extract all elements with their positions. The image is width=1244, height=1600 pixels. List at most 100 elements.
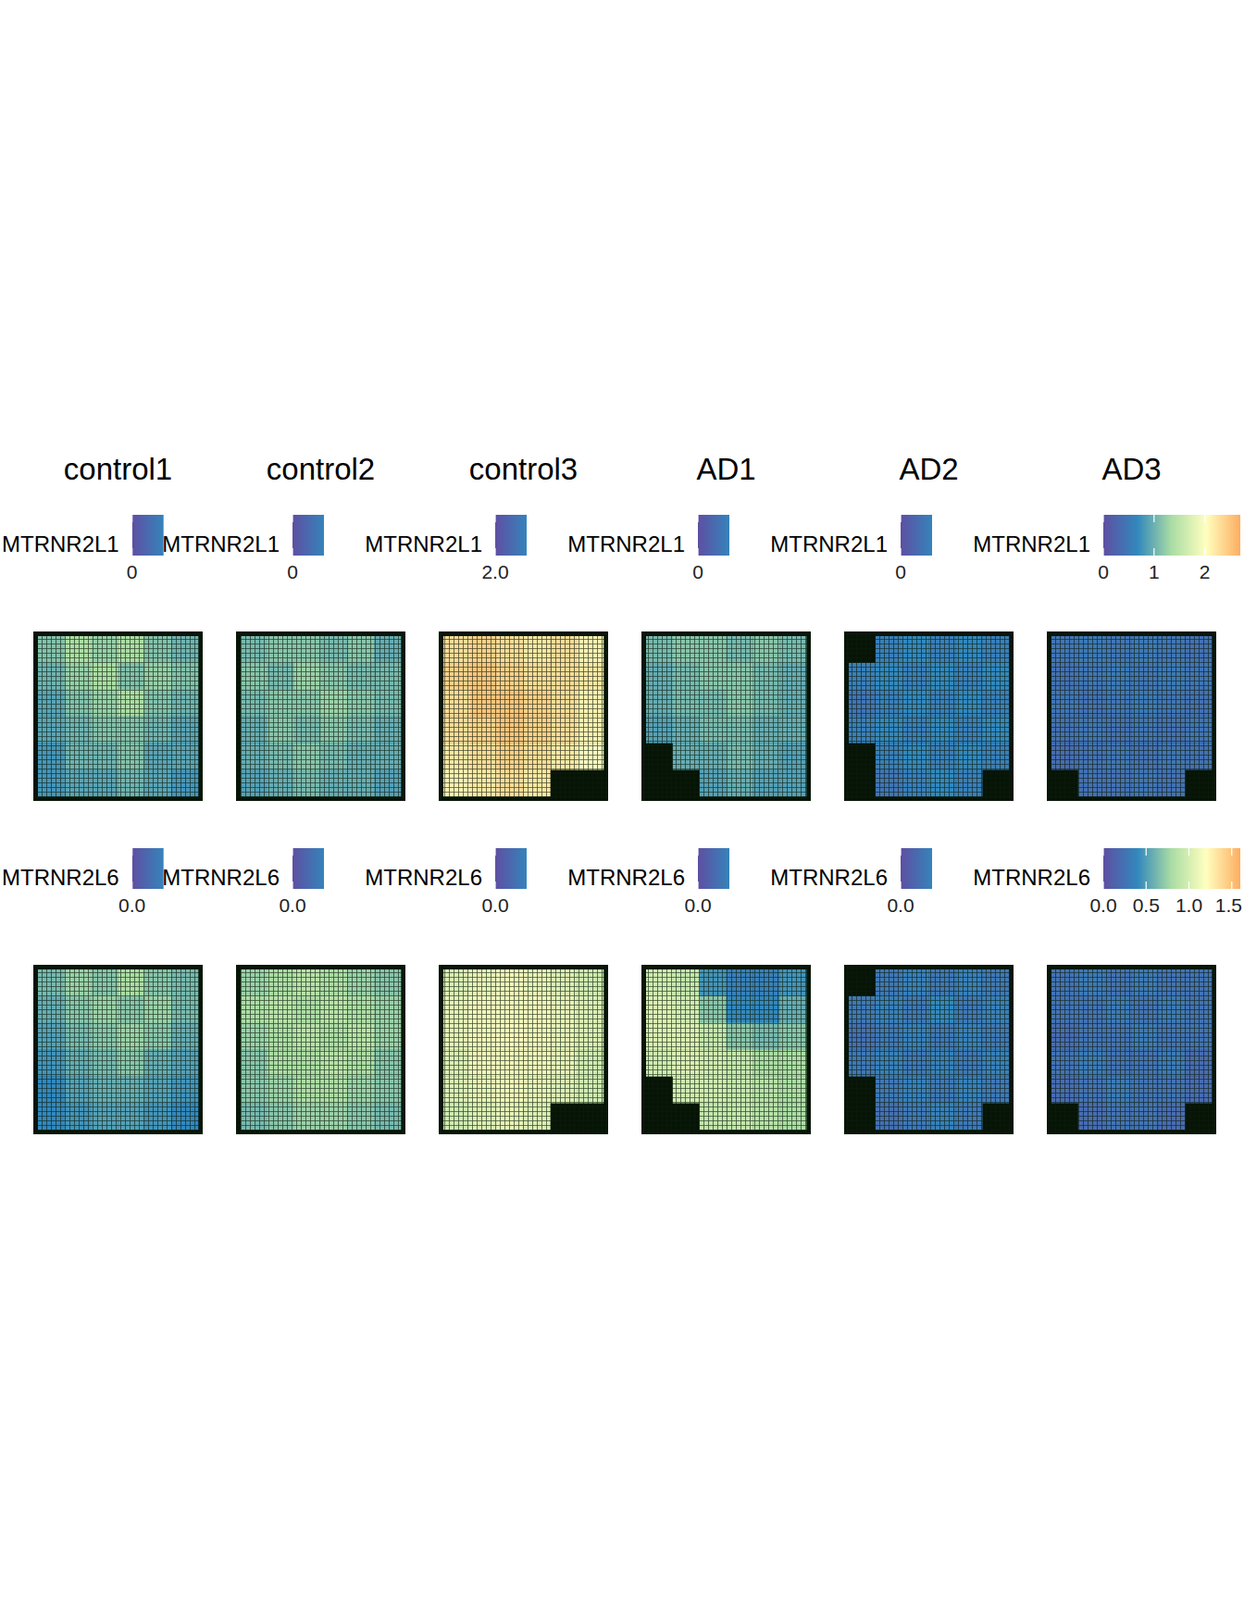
colorbar bbox=[697, 514, 730, 556]
figure: control1 control2 control3 AD1 AD2 AD3 MTRNR2L… bbox=[0, 0, 1244, 1600]
colorbar-fill bbox=[1103, 847, 1241, 889]
colorbar-tick bbox=[1153, 547, 1155, 556]
colorbar-tick bbox=[1231, 881, 1232, 889]
colorbar-tick bbox=[132, 847, 134, 856]
colorbar-tick-label: 0.0 bbox=[886, 894, 914, 916]
colorbar-tick bbox=[697, 881, 699, 889]
colorbar-tick bbox=[1103, 547, 1105, 556]
colorbar-fill bbox=[495, 847, 527, 889]
spot-texture bbox=[438, 964, 609, 1134]
legend-title: MTRNR2L6 bbox=[364, 864, 483, 890]
spot-texture bbox=[236, 631, 406, 801]
colorbar bbox=[292, 514, 324, 556]
legend-title: MTRNR2L6 bbox=[1, 864, 120, 890]
spot-texture bbox=[1046, 964, 1217, 1134]
tissue-background bbox=[1046, 964, 1217, 1134]
sample-title: AD1 bbox=[696, 451, 756, 486]
colorbar-tick bbox=[1188, 847, 1190, 856]
legend-title: MTRNR2L1 bbox=[972, 531, 1091, 557]
colorbar-tick-label: 2 bbox=[1199, 560, 1211, 583]
colorbar-tick-label: 2.0 bbox=[481, 560, 509, 583]
tissue-background bbox=[641, 964, 811, 1134]
sample-title: AD2 bbox=[898, 451, 958, 486]
colorbar bbox=[697, 847, 730, 889]
colorbar-tick-label: 0 bbox=[692, 560, 704, 583]
colorbar-tick bbox=[495, 514, 497, 523]
colorbar bbox=[1103, 514, 1241, 556]
colorbar-tick-label: 0 bbox=[286, 560, 299, 583]
legend-title: MTRNR2L6 bbox=[770, 864, 888, 890]
tissue-background bbox=[844, 631, 1014, 801]
colorbar-tick-label: 0.0 bbox=[278, 894, 306, 916]
colorbar-fill bbox=[292, 847, 324, 889]
colorbar-tick-label: 0 bbox=[895, 560, 907, 583]
spot-texture bbox=[844, 964, 1014, 1134]
sample-title: control3 bbox=[469, 451, 578, 486]
spot-texture bbox=[33, 964, 203, 1134]
colorbar-tick bbox=[495, 881, 497, 889]
colorbar-tick-label: 0 bbox=[1097, 560, 1109, 583]
spot-texture bbox=[641, 631, 811, 801]
colorbar bbox=[900, 847, 933, 889]
colorbar-tick bbox=[1145, 881, 1147, 889]
colorbar bbox=[900, 514, 933, 556]
colorbar-tick bbox=[697, 847, 699, 856]
colorbar-fill bbox=[495, 514, 527, 556]
sample-title: AD3 bbox=[1101, 451, 1161, 486]
spot-texture bbox=[33, 631, 203, 801]
colorbar-tick bbox=[900, 881, 902, 889]
tissue-background bbox=[438, 631, 609, 801]
spot-texture bbox=[236, 964, 406, 1134]
colorbar-fill bbox=[697, 514, 730, 556]
tissue-background bbox=[33, 964, 203, 1134]
colorbar-fill bbox=[132, 847, 164, 889]
legend-title: MTRNR2L1 bbox=[1, 531, 120, 557]
colorbar-tick bbox=[132, 881, 134, 889]
colorbar-tick-label: 0 bbox=[126, 560, 138, 583]
colorbar-tick bbox=[1204, 547, 1206, 556]
colorbar-tick-label: 0.0 bbox=[118, 894, 146, 916]
legend-title: MTRNR2L1 bbox=[161, 531, 280, 557]
colorbar-tick bbox=[900, 847, 902, 856]
tissue-background bbox=[641, 631, 811, 801]
tissue-background bbox=[438, 964, 609, 1134]
colorbar-tick bbox=[292, 514, 294, 523]
colorbar-tick-label: 1 bbox=[1148, 560, 1160, 583]
tissue-background bbox=[33, 631, 203, 801]
colorbar-tick bbox=[1153, 514, 1155, 523]
colorbar bbox=[1103, 847, 1241, 889]
colorbar-tick-label: 1.0 bbox=[1175, 894, 1203, 916]
colorbar-tick bbox=[1204, 514, 1206, 523]
colorbar-tick bbox=[1145, 847, 1147, 856]
legend-title: MTRNR2L1 bbox=[364, 531, 483, 557]
legend-title: MTRNR2L6 bbox=[567, 864, 685, 890]
colorbar-tick bbox=[292, 547, 294, 556]
colorbar-tick bbox=[495, 547, 497, 556]
tissue-background bbox=[236, 631, 406, 801]
colorbar-fill bbox=[900, 847, 933, 889]
sample-title: control2 bbox=[266, 451, 375, 486]
colorbar-tick bbox=[495, 847, 497, 856]
spot-texture bbox=[1046, 631, 1217, 801]
colorbar-tick-label: 0.5 bbox=[1132, 894, 1160, 916]
legend-title: MTRNR2L6 bbox=[972, 864, 1091, 890]
colorbar-tick bbox=[292, 881, 294, 889]
colorbar-tick bbox=[1188, 881, 1190, 889]
colorbar-tick bbox=[697, 514, 699, 523]
colorbar-tick bbox=[132, 514, 134, 523]
colorbar-tick bbox=[900, 547, 902, 556]
colorbar-fill bbox=[132, 514, 164, 556]
colorbar-fill bbox=[1103, 514, 1241, 556]
colorbar-tick bbox=[1103, 514, 1105, 523]
colorbar-fill bbox=[697, 847, 730, 889]
colorbar-fill bbox=[900, 514, 933, 556]
legend-title: MTRNR2L6 bbox=[161, 864, 280, 890]
sample-title: control1 bbox=[63, 451, 173, 486]
colorbar-tick bbox=[697, 547, 699, 556]
colorbar bbox=[132, 514, 164, 556]
tissue-background bbox=[844, 964, 1014, 1134]
colorbar bbox=[495, 847, 527, 889]
colorbar-fill bbox=[292, 514, 324, 556]
spot-texture bbox=[438, 631, 609, 801]
colorbar-tick bbox=[292, 847, 294, 856]
